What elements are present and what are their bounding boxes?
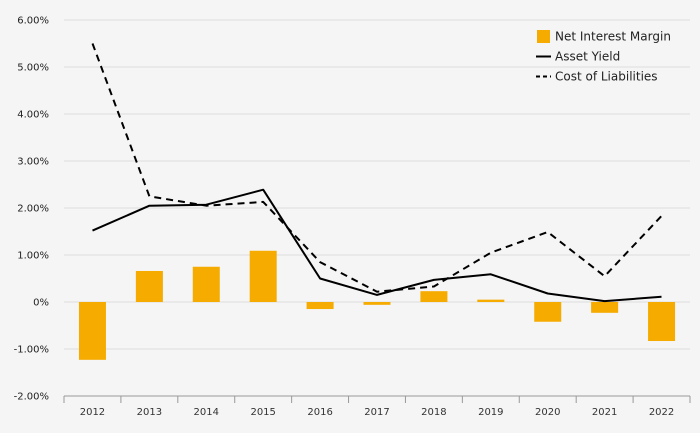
bar-2014 xyxy=(192,266,220,302)
legend-label: Cost of Liabilities xyxy=(555,70,658,84)
x-tick-label: 2019 xyxy=(478,407,503,418)
bar-2022 xyxy=(648,302,676,342)
x-tick-label: 2012 xyxy=(80,407,105,418)
y-tick-label: 3.00% xyxy=(17,157,49,168)
legend-label: Net Interest Margin xyxy=(555,30,671,44)
x-tick-label: 2022 xyxy=(649,407,674,418)
line-asset-yield xyxy=(92,188,662,303)
legend: Net Interest Margin Asset Yield Cost of Li… xyxy=(536,30,671,84)
bar-2013 xyxy=(135,270,163,302)
x-tick-label: 2021 xyxy=(592,407,617,418)
line-cost-of-liabilities xyxy=(91,43,663,293)
bar-2021 xyxy=(591,302,619,313)
x-tick-label: 2016 xyxy=(307,407,332,418)
bar-2020 xyxy=(534,302,562,322)
y-tick-label: 4.00% xyxy=(17,110,49,121)
y-tick-label: 1.00% xyxy=(17,251,49,262)
x-tick-label: 2014 xyxy=(194,407,219,418)
bar-2018 xyxy=(420,291,448,302)
y-tick-label: 0% xyxy=(33,298,49,309)
y-tick-label: 5.00% xyxy=(17,63,49,74)
x-tick-label: 2017 xyxy=(364,407,389,418)
bar-2015 xyxy=(249,250,277,302)
y-tick-label: 2.00% xyxy=(17,204,49,215)
legend-label: Asset Yield xyxy=(555,50,620,64)
y-tick-label: 6.00% xyxy=(17,16,49,27)
x-tick-label: 2013 xyxy=(137,407,162,418)
x-tick-label: 2018 xyxy=(421,407,446,418)
bar-2019 xyxy=(477,299,505,302)
y-tick-label: -2.00% xyxy=(14,392,49,403)
line-series xyxy=(91,43,663,303)
legend-swatch-bar xyxy=(537,30,550,43)
bar-series-net-interest-margin xyxy=(78,250,676,360)
y-tick-label: -1.00% xyxy=(14,345,49,356)
x-tick-label: 2015 xyxy=(250,407,275,418)
bar-2017 xyxy=(363,302,391,305)
x-tick-label: 2020 xyxy=(535,407,560,418)
x-axis: 2012 2013 2014 2015 2016 2017 2018 2019 2020 2021… xyxy=(63,395,691,418)
bar-2012 xyxy=(78,302,106,360)
y-axis-tick-labels: 6.00% 5.00% 4.00% 3.00% 2.00% 1.00% 0% -1.00% -2… xyxy=(14,16,49,403)
bar-2016 xyxy=(306,302,334,310)
